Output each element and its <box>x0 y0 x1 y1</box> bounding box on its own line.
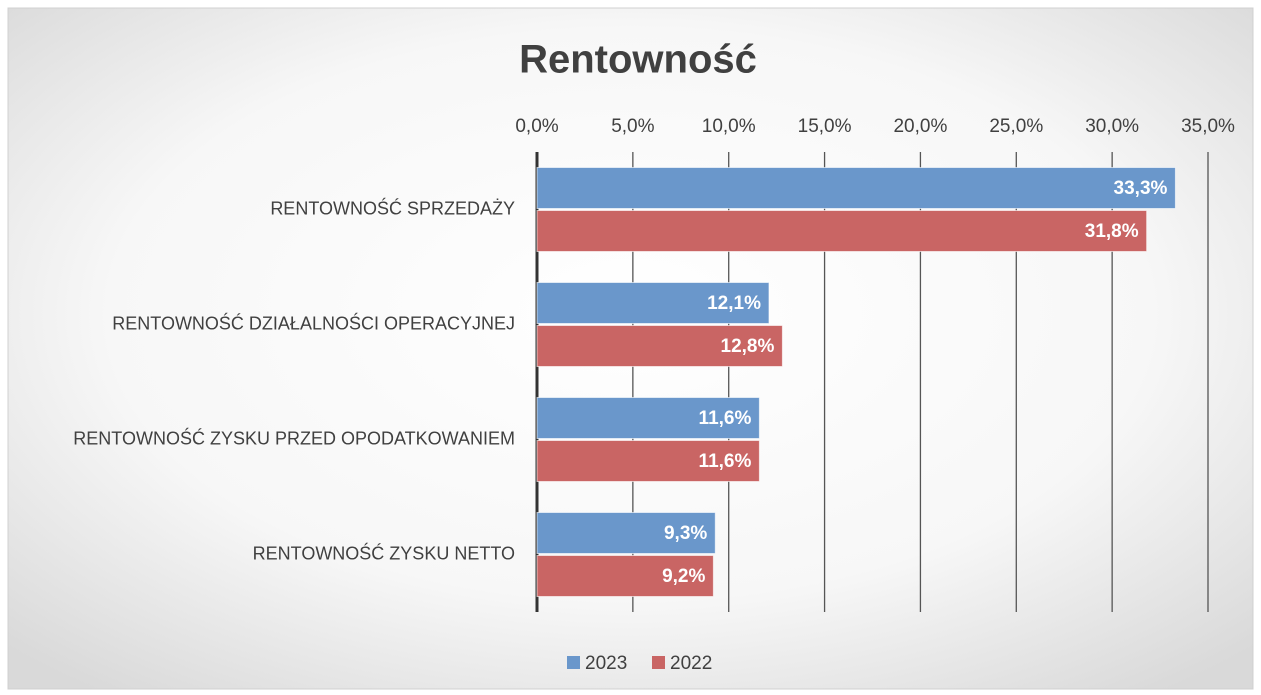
x-tick-label: 5,0% <box>611 116 654 137</box>
x-tick-label: 15,0% <box>798 116 852 137</box>
y-tick-label: RENTOWNOŚĆ DZIAŁALNOŚCI OPERACYJNEJ <box>112 312 515 333</box>
legend-swatch <box>652 656 665 669</box>
bar <box>536 512 716 554</box>
bar <box>536 210 1148 252</box>
data-label: 12,8% <box>721 336 775 357</box>
data-label: 33,3% <box>1114 178 1168 199</box>
data-label: 11,6% <box>699 451 752 472</box>
data-label: 11,6% <box>699 408 752 429</box>
bar <box>536 325 783 367</box>
legend-label: 2023 <box>585 653 627 674</box>
legend-swatch <box>567 656 580 669</box>
y-tick-label: RENTOWNOŚĆ ZYSKU NETTO <box>253 542 515 563</box>
chart-title: Rentowność <box>519 38 757 82</box>
bar <box>536 167 1176 209</box>
x-tick-label: 10,0% <box>702 116 756 137</box>
bar <box>536 440 760 482</box>
x-tick-label: 30,0% <box>1085 116 1139 137</box>
data-label: 12,1% <box>707 293 761 314</box>
data-label: 9,3% <box>664 523 707 544</box>
data-label: 9,2% <box>662 566 705 587</box>
bar <box>536 397 760 439</box>
bar <box>536 555 714 597</box>
data-label: 31,8% <box>1085 221 1139 242</box>
x-tick-label: 0,0% <box>515 116 558 137</box>
x-tick-label: 25,0% <box>989 116 1043 137</box>
legend-label: 2022 <box>670 653 712 674</box>
y-tick-label: RENTOWNOŚĆ SPRZEDAŻY <box>270 197 515 218</box>
x-tick-label: 20,0% <box>893 116 947 137</box>
y-tick-label: RENTOWNOŚĆ ZYSKU PRZED OPODATKOWANIEM <box>73 427 515 448</box>
bar <box>536 282 770 324</box>
x-tick-label: 35,0% <box>1181 116 1235 137</box>
